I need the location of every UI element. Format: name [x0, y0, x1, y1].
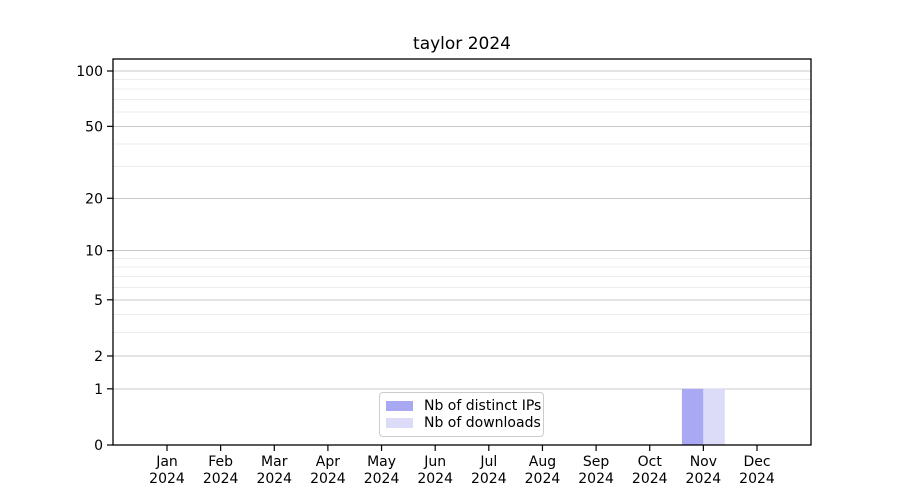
x-tick-label-year: 2024	[417, 471, 453, 487]
x-tick-label-year: 2024	[149, 471, 185, 487]
x-tick-label-month: Jun	[423, 454, 446, 470]
legend-swatch-downloads	[386, 418, 413, 429]
x-tick-label-month: Jul	[479, 454, 497, 470]
x-tick-label-year: 2024	[686, 471, 722, 487]
x-tick-label-month: Mar	[261, 454, 288, 470]
x-tick-label-year: 2024	[632, 471, 668, 487]
legend: Nb of distinct IPs Nb of downloads	[379, 392, 544, 437]
x-tick-label-year: 2024	[739, 471, 775, 487]
bar-distinct-ips	[681, 388, 704, 445]
y-tick-label: 2	[94, 349, 103, 365]
x-tick-label-month: Oct	[638, 454, 663, 470]
bar-downloads	[703, 388, 725, 445]
x-tick-label-year: 2024	[525, 471, 561, 487]
x-tick-label-month: Apr	[316, 454, 340, 470]
x-tick-label-month: Aug	[529, 454, 556, 470]
x-tick-label-month: May	[367, 454, 396, 470]
x-tick-label-year: 2024	[310, 471, 346, 487]
legend-label-downloads: Nb of downloads	[424, 415, 541, 432]
y-tick-label: 50	[85, 119, 103, 135]
y-tick-label: 100	[76, 64, 103, 80]
legend-swatch-distinct-ips	[386, 400, 413, 411]
legend-row: Nb of distinct IPs	[386, 399, 541, 413]
x-tick-label-year: 2024	[256, 471, 292, 487]
x-tick-label-year: 2024	[203, 471, 239, 487]
y-tick-label: 5	[94, 293, 103, 309]
x-tick-label-month: Feb	[208, 454, 233, 470]
x-tick-label-month: Dec	[743, 454, 770, 470]
legend-label-distinct-ips: Nb of distinct IPs	[424, 397, 542, 414]
x-tick-label-month: Jan	[155, 454, 178, 470]
y-tick-label: 1	[94, 382, 103, 398]
plot-frame	[112, 58, 812, 446]
y-tick-label: 20	[85, 191, 103, 207]
x-tick-label-month: Nov	[690, 454, 717, 470]
x-tick-label-month: Sep	[583, 454, 610, 470]
y-tick-label: 0	[94, 438, 103, 454]
x-tick-label-year: 2024	[578, 471, 614, 487]
x-tick-label-year: 2024	[471, 471, 507, 487]
y-tick-label: 10	[85, 244, 103, 260]
x-tick-label-year: 2024	[364, 471, 400, 487]
chart-title: taylor 2024	[413, 34, 511, 54]
legend-row: Nb of downloads	[386, 416, 541, 430]
